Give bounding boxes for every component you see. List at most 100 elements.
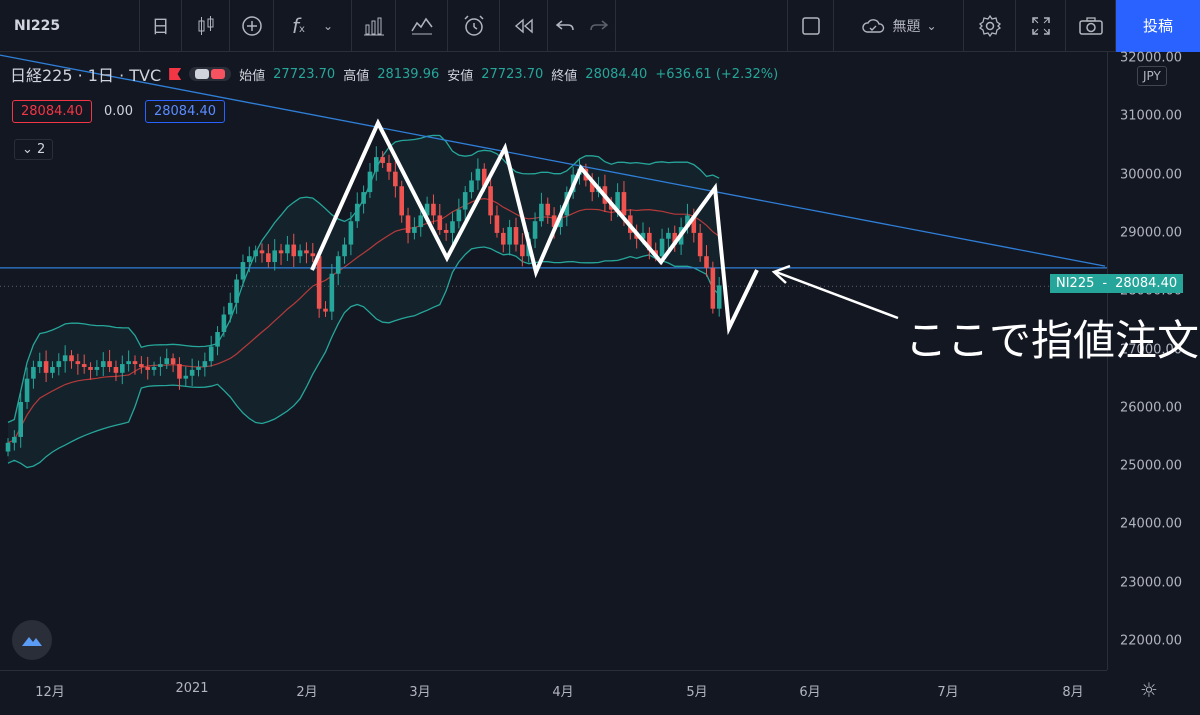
y-tick-label: 25000.00 [1120,458,1183,474]
compare-add-icon[interactable] [230,0,274,52]
candle-body [666,232,671,239]
bollinger-lower [7,246,720,469]
sell-price-box[interactable]: 28084.40 [12,100,93,123]
buy-price-box[interactable]: 28084.40 [144,100,226,123]
indicator-count: 2 [37,142,46,157]
candle-body [158,364,163,367]
camera-icon[interactable] [1066,0,1116,52]
candle-style-icon[interactable] [182,0,230,52]
candle-body [589,180,595,193]
tradingview-logo-icon[interactable] [12,620,52,660]
candle-body [170,358,176,365]
price-axis[interactable]: JPY 32000.0031000.0030000.0029000.002800… [1107,51,1200,670]
templates-icon[interactable] [352,0,396,52]
candle-body [151,366,157,370]
candle-body [75,361,81,365]
post-button[interactable]: 投稿 [1116,0,1200,52]
x-tick-label: 2月 [296,685,318,700]
low-value: 27723.70 [481,66,544,82]
flag-icon[interactable] [169,68,182,80]
toolbar-spacer [616,0,788,52]
y-tick-label: 22000.00 [1120,633,1183,649]
candle-body [240,262,246,280]
candle-body [685,215,690,228]
close-label: 終値 [551,68,578,84]
collapse-indicators-button[interactable]: ⌄ 2 [14,139,54,160]
candle-body [691,215,697,233]
candle-body [348,221,354,245]
redo-icon[interactable] [582,0,616,52]
close-value: 28084.40 [585,66,648,82]
currency-badge[interactable]: JPY [1137,66,1167,86]
candle-body [329,273,335,312]
open-label: 始値 [239,68,266,84]
candle-body [539,203,544,222]
candle-body [551,215,557,228]
x-tick-label: 12月 [35,685,65,700]
select-layout-icon[interactable] [788,0,834,52]
alarm-clock-icon[interactable] [448,0,500,52]
candle-body [647,232,652,251]
candle-body [183,375,189,379]
y-tick-label: 26000.00 [1120,400,1183,416]
candle-body [374,157,379,172]
quick-trade-row: 28084.40 0.00 28084.40 [12,100,226,123]
candle-body [196,366,201,370]
fullscreen-icon[interactable] [1016,0,1066,52]
y-tick-label: 29000.00 [1120,225,1183,241]
cloud-icon [862,18,885,33]
candle-body [24,378,30,402]
candle-body [354,203,360,222]
candle-body [202,361,208,367]
candle-body [145,366,150,370]
candle-body [462,192,468,210]
arrow-line [775,270,899,320]
candle-body [88,366,93,370]
time-axis[interactable]: 12月 2021 2月 3月 4月 5月 6月 7月 8月 [0,670,1107,715]
candle-body [5,442,11,452]
alert-chart-icon[interactable] [396,0,448,52]
layout-name: 無題 [892,18,921,35]
candle-body [399,186,404,216]
y-tick-label: 31000.00 [1120,108,1183,124]
candle-body [291,244,297,257]
legend-title: 日経225 · 1日 · TVC [10,66,162,85]
candle-body [56,361,62,367]
y-tick-label: 30000.00 [1120,167,1183,183]
candle-body [18,401,23,437]
price-chart[interactable] [0,52,1107,670]
candle-body [659,238,665,257]
candle-body [120,364,125,373]
replay-icon[interactable] [500,0,548,52]
undo-icon[interactable] [548,0,582,52]
candle-body [227,302,233,315]
settings-gear-icon[interactable] [964,0,1016,52]
high-label: 高値 [343,68,370,84]
x-tick-label: 7月 [937,685,959,700]
visibility-toggle[interactable] [189,67,232,81]
candle-body [405,215,411,233]
zigzag-annotation [310,118,759,336]
candle-body [393,171,398,187]
candle-body [640,232,646,239]
layout-name-button[interactable]: 無題 ⌄ [834,0,964,52]
candle-body [488,186,493,216]
x-tick-label: 6月 [799,685,821,700]
candle-body [100,361,106,367]
candle-body [126,361,131,365]
candle-body [297,250,303,257]
axis-settings-icon[interactable]: ☼ [1140,678,1158,702]
candle-body [481,168,487,187]
candle-body [424,203,430,216]
low-label: 安値 [447,68,474,84]
candle-body [113,366,119,373]
candle-body [234,279,239,303]
change-value: +636.61 (+2.32%) [655,66,779,82]
interval-button[interactable]: 日 [140,0,182,52]
symbol-search-button[interactable]: NI225 [0,0,140,52]
candle-body [94,366,100,370]
candle-body [278,250,284,254]
candle-body [272,250,277,263]
candle-body [710,267,716,309]
